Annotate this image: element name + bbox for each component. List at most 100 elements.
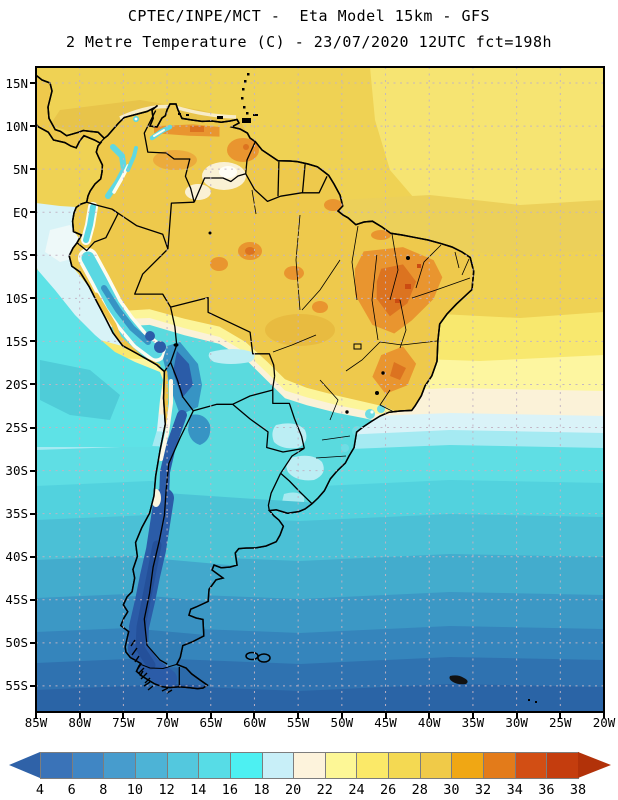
islands [130,73,537,703]
lon-tick-mark [166,712,169,718]
lat-tick-label: 15N [5,75,28,91]
lon-tick-label: 30W [505,715,528,730]
lon-tick-label: 80W [68,715,91,730]
lat-tick-mark [30,254,36,257]
lon-tick-label: 35W [461,715,485,730]
colorbar-segment [103,752,136,779]
lat-tick-label: 55S [5,678,28,694]
lon-tick-mark [122,712,125,718]
lat-tick-mark [30,297,36,300]
lon-tick-label: 75W [112,715,135,730]
lon-tick-label: 65W [199,715,223,730]
lon-tick-mark [78,712,81,718]
lat-tick-label: 5S [12,247,28,263]
colorbar-tick-label: 24 [348,782,365,798]
lon-tick-label: 55W [286,715,310,730]
lat-tick-label: 15S [5,333,28,349]
colorbar-segment [198,752,231,779]
south-georgia-island [449,675,468,685]
lon-tick-mark [602,712,605,718]
page-subtitle: 2 Metre Temperature (C) - 23/07/2020 12U… [65,33,553,51]
colorbar-left-arrow [9,752,40,778]
lon-tick-mark [428,712,431,718]
lat-tick-label: 45S [5,592,28,608]
lon-tick-label: 40W [417,715,441,730]
distrito-federal-outline [353,343,362,350]
fjord-detail [130,639,173,694]
lat-tick-label: 10S [5,290,28,306]
colorbar-segment [483,752,516,779]
colorbar-tick-label: 18 [253,782,270,798]
country-borders [76,110,328,688]
colorbar-segment [514,752,548,779]
colorbar-right-arrow [578,752,611,778]
lake-titicaca [173,343,179,347]
lon-tick-mark [515,712,518,718]
colorbar-segment [166,752,200,779]
colorbar-tick-label: 20 [285,782,302,798]
lon-tick-mark [559,712,562,718]
lat-tick-mark [30,211,36,214]
lon-tick-label: 20W [592,715,616,730]
lon-tick-mark [253,712,256,718]
lat-tick-label: 30S [5,463,28,479]
lon-tick-label: 25W [549,715,572,730]
lat-tick-mark [30,125,36,128]
lat-tick-mark [30,469,36,472]
lat-tick-label: 25S [5,420,28,436]
lat-tick-label: 10N [5,118,28,134]
colorbar-segment [451,752,485,779]
lat-tick-mark [30,426,36,429]
lon-tick-mark [209,712,212,718]
colorbar-tick-label: 32 [474,782,492,798]
lat-tick-label: EQ [12,204,28,220]
colorbar-segment [40,752,73,779]
colorbar-tick-label: 10 [126,782,144,798]
colorbar-segment [419,752,453,779]
lat-tick-mark [30,598,36,601]
lon-tick-mark [35,712,37,718]
lat-tick-mark [30,512,36,515]
lon-tick-mark [340,712,343,718]
lat-tick-label: 5N [12,161,28,177]
lat-tick-mark [30,684,36,687]
colorbar-segment [324,752,358,779]
lat-tick-label: 40S [5,549,28,565]
colorbar-segment [546,752,579,779]
colorbar-tick-label: 8 [99,782,108,798]
lon-tick-label: 70W [155,715,179,730]
colorbar-tick-label: 38 [569,782,587,798]
colorbar-tick-label: 12 [158,782,175,798]
lon-tick-mark [471,712,474,718]
lat-tick-mark [30,383,36,386]
colorbar-tick-label: 26 [379,782,397,798]
colorbar-segment [134,752,168,779]
lat-tick-mark [30,82,36,84]
lat-tick-mark [30,168,36,171]
colorbar-tick-label: 4 [35,782,45,798]
colorbar-tick-label: 36 [538,782,555,798]
lon-tick-label: 45W [374,715,397,730]
lat-tick-mark [30,555,36,558]
lat-tick-label: 50S [5,635,28,651]
colorbar-tick-label: 34 [506,782,523,798]
colorbar-segment [71,752,105,779]
lon-tick-label: 85W [24,715,48,730]
colorbar-tick-label: 28 [411,782,428,798]
colorbar-segment [293,752,326,779]
colorbar-segment [388,752,421,779]
lat-tick-mark [30,340,36,343]
colorbar-tick-label: 30 [443,782,460,798]
colorbar-tick-label: 16 [221,782,238,798]
colorbar-segment [356,752,390,779]
colorbar-tick-label: 6 [67,782,76,798]
colorbar-tick-label: 22 [316,782,333,798]
coastline [36,74,475,690]
lon-tick-label: 50W [330,715,354,730]
colorbar-tick-label: 14 [190,782,207,798]
lon-tick-mark [297,712,300,718]
colorbar-segment [229,752,263,779]
andes-cold-band [78,116,211,689]
